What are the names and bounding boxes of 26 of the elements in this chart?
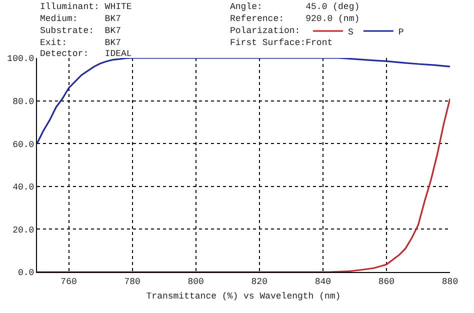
text: Polarization: — [230, 26, 300, 36]
x-tick-label: 840 — [314, 276, 332, 287]
text: Medium: BK7 — [40, 14, 122, 24]
legend-label: S — [348, 28, 354, 38]
x-tick-label: 800 — [188, 276, 204, 287]
line-series — [37, 58, 450, 144]
x-tick-label: 780 — [124, 276, 140, 287]
legend-label: P — [398, 28, 404, 38]
annotation: Detector: IDEAL — [40, 49, 132, 59]
y-tick-label: 0.0 — [18, 268, 34, 278]
y-tick-label: 100.0 — [7, 54, 34, 64]
x-tick-label: 760 — [60, 276, 77, 287]
y-tick-label: 40.0 — [12, 182, 34, 193]
y-tick-label: 60.0 — [12, 140, 34, 150]
text: Illuminant: WHITE — [40, 2, 132, 12]
text: First Surface:Front — [230, 38, 333, 48]
y-tick-label: 80.0 — [12, 96, 34, 107]
text: Substrate: BK7 — [40, 26, 122, 36]
x-axis-title: Transmittance (%) vs Wavelength (nm) — [146, 292, 341, 302]
x-tick-label: 880 — [442, 276, 458, 287]
x-tick-label: 820 — [251, 276, 268, 287]
text: Exit: BK7 — [40, 38, 122, 48]
text: Angle: 45.0 (deg) — [230, 2, 360, 12]
x-tick-label: 860 — [378, 276, 395, 287]
y-tick-label: 20.0 — [12, 225, 34, 236]
text: Reference: 920.0 (nm) — [230, 14, 360, 24]
